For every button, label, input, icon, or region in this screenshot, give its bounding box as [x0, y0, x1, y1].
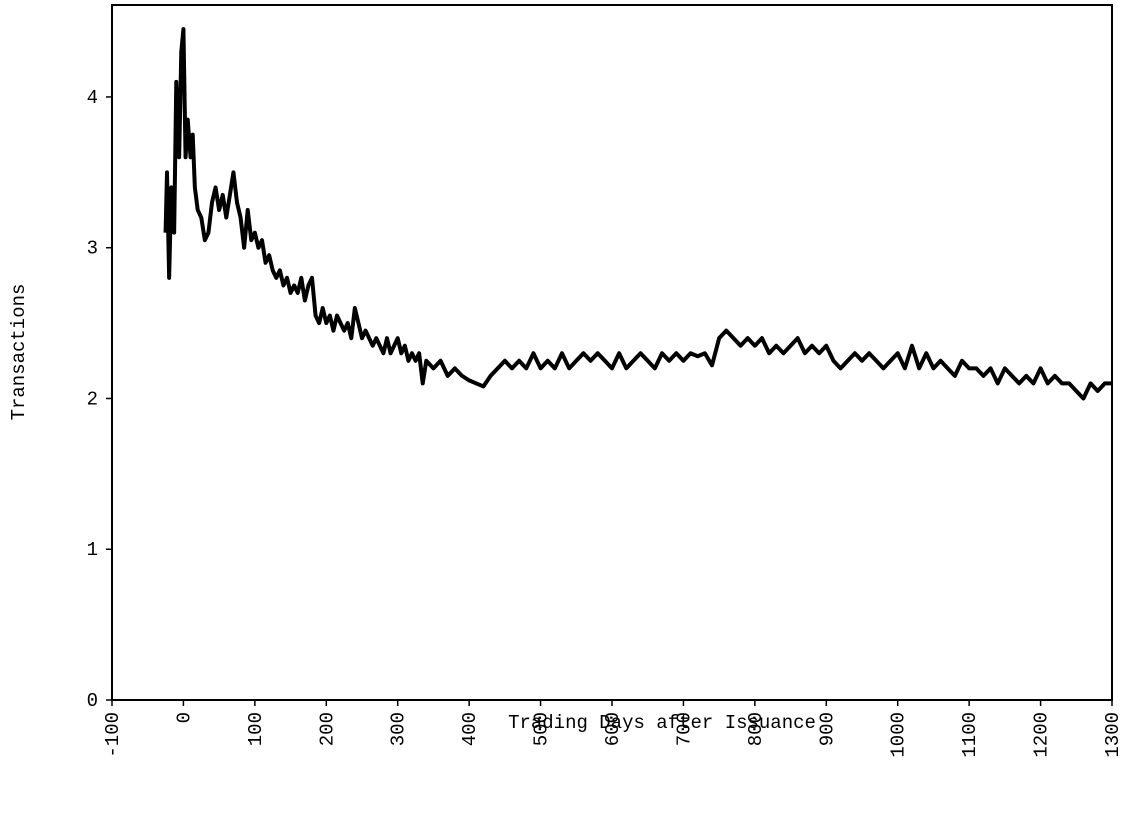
y-tick-label: 0 [87, 690, 98, 712]
x-tick-label: 100 [245, 712, 267, 746]
x-tick-label: 500 [531, 712, 553, 746]
y-tick-label: 3 [87, 238, 98, 260]
x-tick-label: 200 [316, 712, 338, 746]
x-axis-label: Trading Days after Issuance [508, 712, 816, 734]
x-tick-label: 0 [173, 712, 195, 723]
x-tick-label: 1300 [1102, 712, 1124, 758]
x-tick-label: 300 [388, 712, 410, 746]
x-tick-label: 1000 [888, 712, 910, 758]
x-tick-label: 800 [745, 712, 767, 746]
x-tick-label: 400 [459, 712, 481, 746]
y-tick-label: 4 [87, 87, 98, 109]
series-line [163, 27, 1112, 401]
y-tick-label: 2 [87, 388, 98, 410]
y-tick-label: 1 [87, 539, 98, 561]
x-tick-label: 700 [673, 712, 695, 746]
x-tick-label: -100 [102, 712, 124, 758]
x-tick-label: 600 [602, 712, 624, 746]
x-tick-label: 1200 [1031, 712, 1053, 758]
x-tick-label: 900 [816, 712, 838, 746]
x-tick-label: 1100 [959, 712, 981, 758]
plot-frame [111, 4, 1113, 701]
y-axis-label: Transactions [8, 284, 30, 421]
